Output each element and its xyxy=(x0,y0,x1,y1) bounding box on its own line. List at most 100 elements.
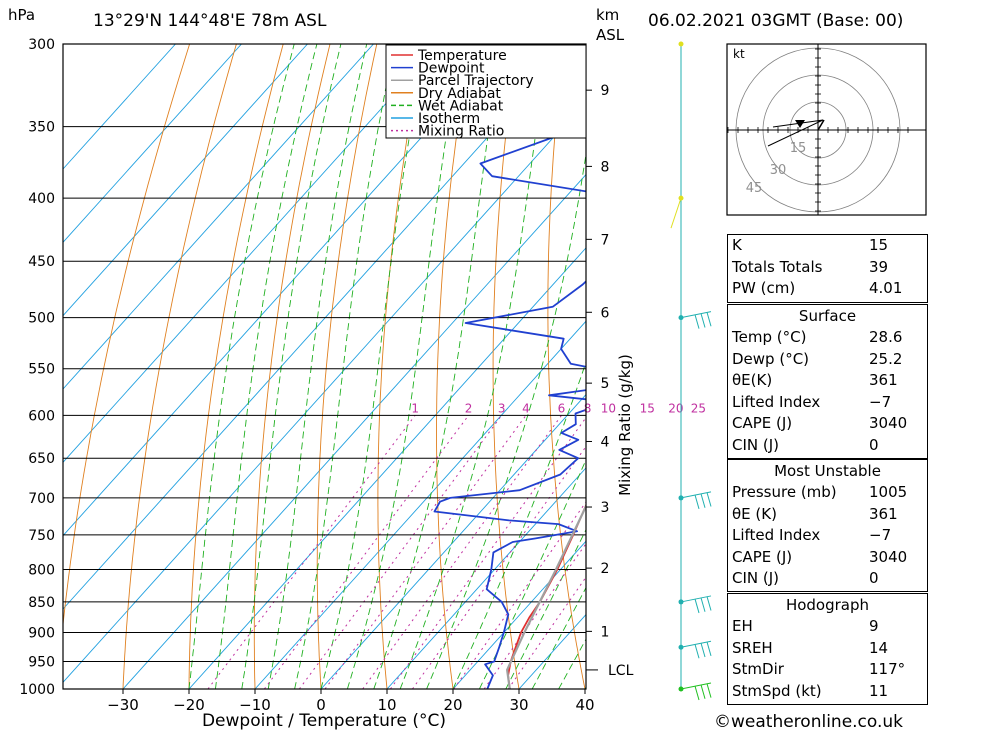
index-value: 3040 xyxy=(869,414,908,433)
isotherm-line xyxy=(122,173,586,689)
isotherm-line xyxy=(386,467,586,689)
index-label: StmSpd (kt) xyxy=(732,681,822,700)
wind-barb-feather xyxy=(706,312,712,327)
index-row: θE (K) 361 xyxy=(728,504,927,526)
index-row: SREH 14 xyxy=(728,638,927,660)
index-row: K 15 xyxy=(728,235,927,257)
dry-adiabat-line xyxy=(652,44,717,689)
mixing-ratio-axis-label: Mixing Ratio (g/kg) xyxy=(616,354,634,496)
x-tick-label: 0 xyxy=(316,696,326,714)
index-value: 0 xyxy=(869,435,879,454)
km-unit: km xyxy=(596,6,619,24)
index-label: Lifted Index xyxy=(732,526,821,545)
pressure-tick-label: 500 xyxy=(28,311,55,327)
wet-adiabat-line xyxy=(346,44,462,689)
pressure-tick-label: 700 xyxy=(28,491,55,507)
index-row: θE(K) 361 xyxy=(728,370,927,392)
surface-indices-box: Surface Temp (°C) 28.6 Dewp (°C) 25.2 θE(K) 3… xyxy=(727,304,928,459)
index-value: 25.2 xyxy=(869,349,903,368)
wet-adiabat-line xyxy=(214,44,318,689)
hodograph-unit: kt xyxy=(733,47,745,61)
mixing-ratio-label: 20 xyxy=(668,401,683,415)
pressure-tick-label: 400 xyxy=(28,191,55,207)
mixing-ratio-line xyxy=(324,415,527,689)
mixing-ratio-line xyxy=(507,576,586,689)
dry-adiabat-line xyxy=(985,44,1000,689)
wind-barb xyxy=(680,595,712,603)
index-label: θE (K) xyxy=(732,504,777,523)
mixing-ratio-label: 10 xyxy=(601,401,616,415)
mixing-ratio-label: 15 xyxy=(640,401,655,415)
pressure-tick-label: 300 xyxy=(28,37,55,53)
x-tick-label: 30 xyxy=(509,696,528,714)
mixing-ratio-label: 1 xyxy=(411,401,419,415)
isotherm-line xyxy=(63,44,572,610)
index-label: K xyxy=(732,236,742,255)
wind-barb-feather xyxy=(694,494,700,510)
hodograph-ring-label: 45 xyxy=(746,181,763,196)
hodograph-vector xyxy=(817,119,825,131)
km-tick-label: 9 xyxy=(601,83,610,99)
isotherm-line xyxy=(320,393,586,689)
wind-barb-feather xyxy=(694,314,700,329)
dry-adiabat-line xyxy=(63,44,191,630)
mixing-ratio-label: 4 xyxy=(522,401,530,415)
wind-barb-feather xyxy=(700,684,706,699)
wind-barb-feather xyxy=(706,596,712,611)
mixing-ratio-line xyxy=(412,445,586,689)
hodograph-ring-label: 30 xyxy=(770,163,787,178)
index-value: 28.6 xyxy=(869,328,903,347)
asl-unit: ASL xyxy=(596,26,625,44)
temperature-curve xyxy=(507,503,586,689)
index-value: −7 xyxy=(869,392,892,411)
isotherm-line xyxy=(63,44,242,244)
km-tick-label: 8 xyxy=(601,159,610,175)
mixing-ratio-line xyxy=(298,415,503,689)
legend-label: Wet Adiabat xyxy=(418,98,504,114)
index-label: Pressure (mb) xyxy=(732,483,837,502)
km-tick-label: 5 xyxy=(601,376,610,392)
km-tick-label: 2 xyxy=(601,561,610,577)
legend-label: Temperature xyxy=(417,48,507,64)
mixing-ratio-label: 3 xyxy=(498,401,506,415)
index-label: CIN (J) xyxy=(732,569,780,588)
most-unstable-box: Most Unstable Pressure (mb) 1005 θE (K) 361… xyxy=(727,459,928,592)
parcel-trajectory-curve xyxy=(506,503,586,689)
pressure-tick-label: 350 xyxy=(28,120,55,136)
index-value: 361 xyxy=(869,371,898,390)
wet-adiabat-line xyxy=(188,44,295,689)
x-tick-label: −10 xyxy=(239,696,271,714)
index-label: θE(K) xyxy=(732,371,773,390)
wind-barb-feather xyxy=(694,644,700,659)
wind-barb-feather xyxy=(700,313,706,328)
wind-point xyxy=(678,41,684,47)
isotherm-line xyxy=(63,44,440,464)
isotherm-line xyxy=(188,247,586,689)
dewpoint-curve xyxy=(433,44,586,689)
wet-adiabat-line xyxy=(478,458,586,689)
index-value: −7 xyxy=(869,526,892,545)
index-row: StmSpd (kt) 11 xyxy=(728,681,927,703)
surface-title: Surface xyxy=(798,307,857,325)
pressure-tick-label: 600 xyxy=(28,408,55,424)
index-label: Totals Totals xyxy=(732,257,823,276)
index-row: CIN (J) 0 xyxy=(728,435,927,457)
wind-barb xyxy=(680,491,712,499)
storm-motion-marker xyxy=(795,120,805,128)
isotherm-line xyxy=(63,44,506,537)
index-value: 3040 xyxy=(869,547,908,566)
wind-barb-feather xyxy=(694,598,700,614)
index-label: Lifted Index xyxy=(732,392,821,411)
index-row: Pressure (mb) 1005 xyxy=(728,482,927,504)
pressure-tick-label: 850 xyxy=(28,595,55,611)
isotherm-line xyxy=(254,320,586,689)
mixing-ratio-line xyxy=(453,501,586,689)
legend-label: Isotherm xyxy=(418,111,480,127)
mixing-ratio-line xyxy=(483,542,586,689)
hodograph-ring-label: 15 xyxy=(790,141,807,156)
most-unstable-title: Most Unstable xyxy=(774,462,881,480)
dry-adiabat-line xyxy=(938,44,1000,689)
lcl-label: LCL xyxy=(608,663,634,679)
